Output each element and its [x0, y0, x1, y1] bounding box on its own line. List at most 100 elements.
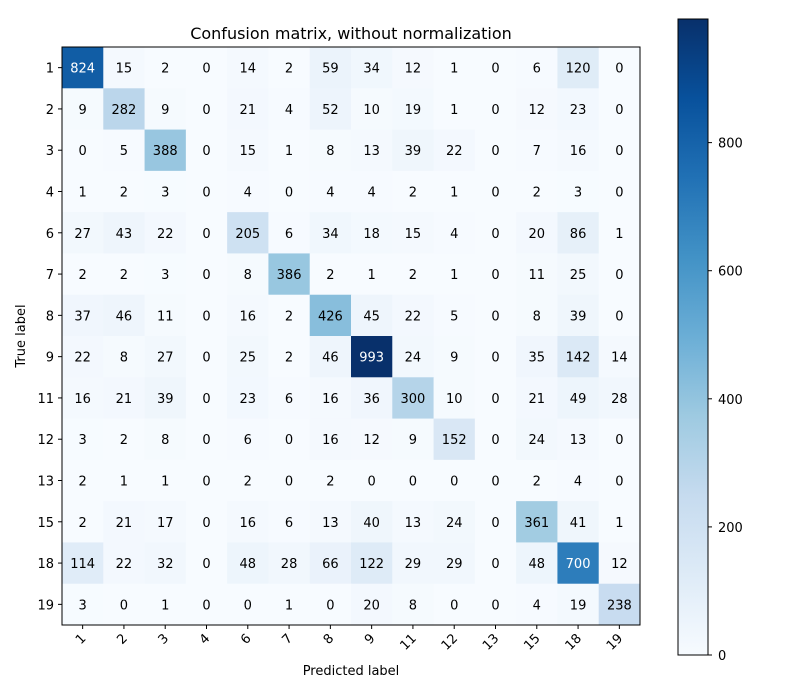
x-tick-label: 18	[563, 631, 585, 653]
cell-value-label: 39	[570, 309, 587, 324]
cell-value-label: 2	[326, 268, 334, 283]
cell-value-label: 2	[120, 186, 128, 201]
heatmap-cell	[351, 418, 393, 461]
heatmap-cell	[144, 170, 187, 213]
heatmap-cell	[185, 47, 228, 89]
heatmap-cell	[268, 377, 311, 420]
cell-value-label: 15	[116, 62, 133, 77]
heatmap-cell	[351, 253, 393, 296]
cell-value-label: 24	[529, 433, 546, 448]
x-tick-label: 4	[197, 631, 213, 647]
heatmap-cell	[351, 294, 393, 337]
cell-value-label: 4	[368, 186, 376, 201]
cell-value-label: 4	[533, 598, 541, 613]
heatmap-cell	[433, 583, 476, 626]
cell-value-label: 16	[322, 392, 339, 407]
heatmap-cell	[351, 88, 393, 131]
cell-value-label: 0	[615, 186, 623, 201]
cell-value-label: 22	[157, 227, 174, 242]
cell-value-label: 0	[450, 598, 458, 613]
cell-value-label: 36	[363, 392, 380, 407]
cell-value-label: 46	[322, 351, 339, 366]
heatmap-cell	[516, 47, 558, 89]
heatmap-cell	[433, 459, 476, 502]
y-tick-label: 18	[37, 557, 54, 572]
cell-value-label: 21	[529, 392, 546, 407]
cell-value-label: 0	[202, 62, 210, 77]
cell-value-label: 2	[244, 475, 252, 490]
cell-value-label: 14	[611, 351, 628, 366]
cell-value-label: 0	[202, 557, 210, 572]
x-tick-label: 2	[114, 631, 130, 647]
cell-value-label: 6	[285, 227, 293, 242]
x-tick-label: 11	[397, 631, 419, 653]
cell-value-label: 8	[409, 598, 417, 613]
cell-value-label: 0	[202, 598, 210, 613]
heatmap-cell	[598, 377, 641, 420]
heatmap-cell	[392, 294, 435, 337]
heatmap-cell	[144, 253, 187, 296]
cell-value-label: 205	[235, 227, 260, 242]
cell-value-label: 1	[120, 475, 128, 490]
cell-value-label: 3	[574, 186, 582, 201]
y-tick-label: 8	[46, 309, 54, 324]
cell-value-label: 361	[524, 516, 549, 531]
cell-value-label: 34	[322, 227, 339, 242]
cell-value-label: 0	[491, 475, 499, 490]
cell-value-label: 13	[363, 144, 380, 159]
heatmap-cell	[474, 583, 517, 626]
heatmap-cell	[309, 212, 352, 254]
cell-value-label: 282	[112, 103, 137, 118]
y-axis-label: True label	[14, 304, 29, 368]
heatmap-cell	[62, 542, 104, 585]
heatmap-cell	[474, 129, 517, 172]
colorbar-tick-label: 200	[718, 521, 743, 536]
x-axis-ticks: 1 2 3 4 6 7 8 9 11 12 13 15 18 19	[73, 625, 626, 654]
cell-value-label: 41	[570, 516, 587, 531]
cell-value-label: 0	[615, 62, 623, 77]
cell-value-label: 2	[120, 433, 128, 448]
heatmap-cell	[474, 253, 517, 296]
cell-value-label: 0	[615, 103, 623, 118]
heatmap-cell	[185, 583, 228, 626]
heatmap-cell	[474, 212, 517, 254]
heatmap-cell	[227, 170, 269, 213]
cell-value-label: 114	[70, 557, 95, 572]
heatmap-cell	[516, 459, 558, 502]
cell-value-label: 4	[326, 186, 334, 201]
cell-value-label: 238	[607, 598, 632, 613]
cell-value-label: 48	[529, 557, 546, 572]
heatmap-cell	[62, 170, 104, 213]
cell-value-label: 9	[161, 103, 169, 118]
heatmap-cell	[227, 501, 269, 543]
cell-value-label: 13	[570, 433, 587, 448]
cell-value-label: 0	[450, 475, 458, 490]
heatmap-cell	[351, 212, 393, 254]
heatmap-cell	[103, 294, 146, 337]
x-tick-label: 9	[362, 631, 378, 647]
cell-value-label: 0	[79, 144, 87, 159]
heatmap-cell	[598, 294, 641, 337]
cell-value-label: 9	[450, 351, 458, 366]
cell-value-label: 21	[116, 516, 133, 531]
x-tick-label: 19	[604, 631, 626, 653]
cell-value-label: 0	[285, 475, 293, 490]
cell-value-label: 0	[491, 103, 499, 118]
cell-value-label: 0	[202, 227, 210, 242]
cell-value-label: 388	[153, 144, 178, 159]
heatmap-cell	[268, 253, 311, 296]
y-tick-label: 11	[37, 392, 54, 407]
cell-value-label: 10	[446, 392, 463, 407]
cell-value-label: 86	[570, 227, 587, 242]
x-tick-label: 3	[156, 631, 172, 647]
heatmap-cell	[62, 129, 104, 172]
cell-value-label: 3	[79, 598, 87, 613]
heatmap-cell	[309, 377, 352, 420]
cell-value-label: 1	[368, 268, 376, 283]
cell-value-label: 1	[79, 186, 87, 201]
heatmap-cell	[144, 129, 187, 172]
cell-value-label: 25	[240, 351, 257, 366]
cell-value-label: 8	[244, 268, 252, 283]
y-tick-label: 9	[46, 351, 54, 366]
cell-value-label: 37	[74, 309, 91, 324]
